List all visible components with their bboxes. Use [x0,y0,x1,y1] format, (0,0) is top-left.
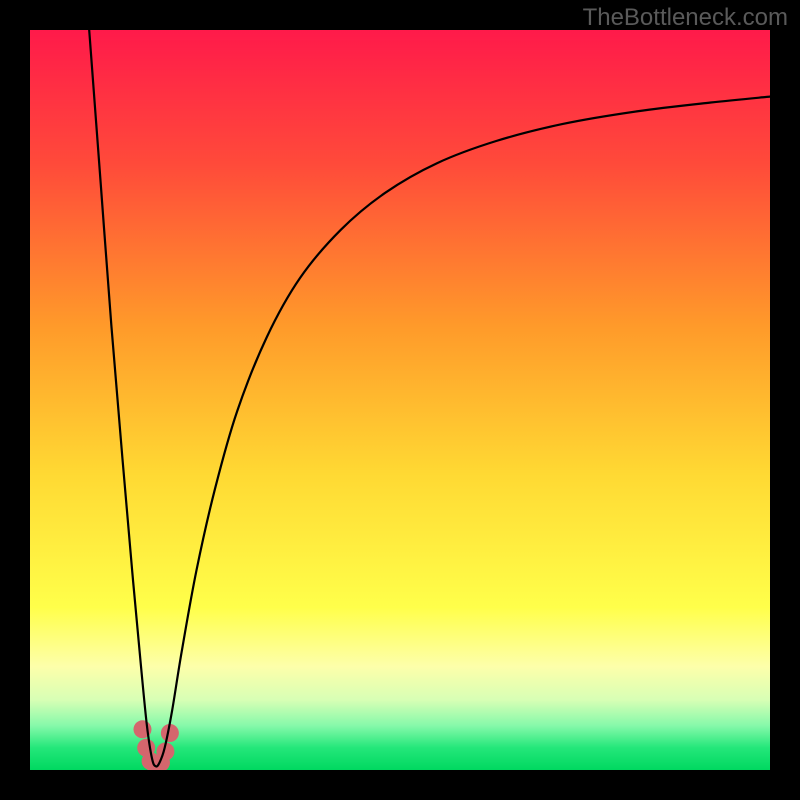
watermark-text: TheBottleneck.com [583,4,788,32]
bottleneck-curve [89,30,770,766]
chart-svg-layer [0,0,800,800]
chart-frame: TheBottleneck.com [0,0,800,800]
